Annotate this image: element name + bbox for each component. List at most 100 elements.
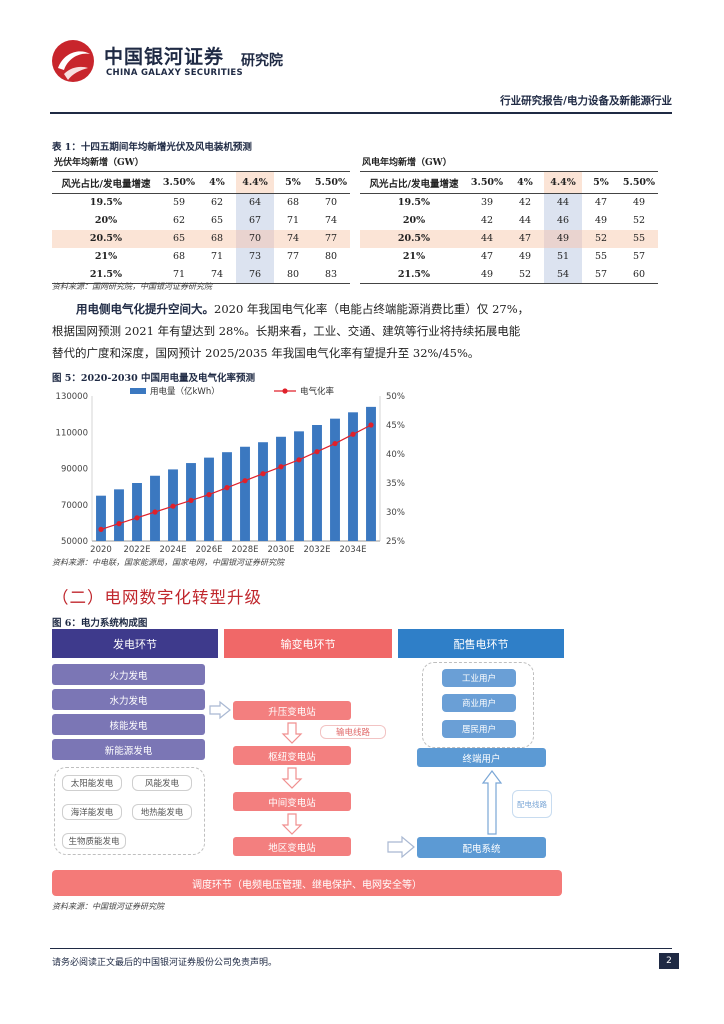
column-header: 3.50% [160, 171, 198, 194]
arrow-down-icon [281, 813, 303, 835]
table-cell: 65 [160, 229, 198, 248]
x-tick-label: 2028E [231, 545, 258, 555]
distribution-header: 配售电环节 [398, 629, 564, 658]
table-row: 19.5% 59 62 64 68 70 [52, 193, 350, 212]
pv-forecast-table: 风光占比/发电量增速 3.50% 4% 4.4% 5% 5.50% 19.5% … [52, 171, 350, 284]
transmission-line-label: 输电线路 [320, 725, 386, 739]
legend-line-point [282, 388, 288, 394]
electricity-chart: 50000 70000 90000 110000 130000 25% 30% 35% 40% 4… [56, 386, 405, 555]
figure-source-note: 资料来源：中电联，国家能源局，国家电网，中国银河证券研究院 [52, 558, 284, 567]
table-cell: 68 [172, 251, 186, 262]
diagram-arrows [209, 700, 503, 859]
table-cell: 46 [544, 211, 582, 230]
paragraph-lead: 用电侧电气化提升空间大。 [76, 302, 214, 316]
x-tick-label: 2034E [339, 545, 366, 555]
y-right-tick-label: 30% [386, 508, 405, 518]
line-point [278, 464, 284, 470]
column-header: 5.50% [312, 171, 350, 194]
table-cell: 60 [620, 265, 658, 284]
geothermal-power-item: 地热能发电 [132, 804, 192, 820]
bar [366, 406, 376, 541]
x-tick-label: 2024E [159, 545, 186, 555]
bar [330, 418, 340, 541]
table-cell: 62 [210, 197, 224, 209]
table-cell: 83 [312, 265, 350, 284]
bar [132, 483, 142, 541]
y-right-tick-label: 50% [386, 392, 405, 402]
table-row: 19.5% 39 42 44 47 49 [360, 193, 658, 212]
table-cell: 76 [236, 265, 274, 284]
thermal-power-box: 火力发电 [52, 664, 205, 685]
table-cell: 49 [544, 229, 582, 248]
table-cell: 74 [274, 229, 312, 248]
table-cell: 52 [506, 265, 544, 284]
paragraph-line: 2020 年我国电气化率（电能占终端能源消费比重）仅 27%， [214, 302, 530, 316]
line-point [332, 440, 338, 447]
table-cell: 47 [506, 229, 544, 248]
line-point [206, 492, 212, 498]
table-cell: 47 [594, 197, 608, 209]
y-left-tick-label: 130000 [56, 392, 88, 402]
nuclear-power-box: 核能发电 [52, 714, 205, 735]
table-cell: 55 [594, 251, 608, 262]
bar [258, 442, 268, 541]
table-cell: 74 [324, 215, 338, 226]
table-cell: 39 [480, 197, 494, 209]
generation-header: 发电环节 [52, 629, 218, 658]
logo-text-en: CHINA GALAXY SECURITIES [106, 68, 243, 78]
dispatch-bar: 调度环节（电频电压管理、继电保护、电网安全等） [52, 870, 562, 896]
table-cell: 77 [312, 229, 350, 248]
table-cell: 65 [210, 215, 224, 226]
report-category: 行业研究报告/电力设备及新能源行业 [500, 95, 672, 107]
line-point [350, 431, 356, 437]
regional-substation: 地区变电站 [233, 837, 351, 856]
table-cell: 71 [160, 265, 198, 284]
table-cell: 44 [518, 215, 532, 226]
paragraph-line: 替代的广度和深度，国网预计 2025/2035 年我国电气化率有望提升至 32%… [52, 346, 480, 360]
y-right-tick-label: 25% [386, 537, 405, 547]
line-point [296, 457, 302, 463]
table-cell: 44 [544, 193, 582, 212]
section-title: （二）电网数字化转型升级 [52, 588, 262, 607]
table-corner-cell: 风光占比/发电量增速 [52, 171, 160, 194]
table-cell: 64 [236, 193, 274, 212]
commercial-user-box: 商业用户 [442, 694, 516, 712]
user-group [422, 662, 534, 748]
y-left-tick-label: 70000 [61, 501, 88, 511]
table-cell: 71 [210, 251, 224, 262]
figure-source-note: 资料来源：中国银河证券研究院 [52, 902, 164, 911]
line-point [98, 526, 104, 532]
table-corner-cell: 风光占比/发电量增速 [360, 171, 468, 194]
table-cell: 80 [324, 251, 338, 262]
table-cell: 62 [172, 215, 186, 226]
y-left-tick-label: 90000 [61, 465, 88, 475]
column-header: 4% [198, 171, 236, 194]
x-tick-label: 2026E [195, 545, 222, 555]
new-energy-group [54, 767, 205, 855]
line-point [134, 515, 140, 521]
table-caption: 表 1：十四五期间年均新增光伏及风电装机预测 [52, 142, 252, 153]
line-point [368, 422, 374, 428]
wind-forecast-table: 风光占比/发电量增速 3.50% 4% 4.4% 5% 5.50% 19.5% … [360, 171, 658, 284]
row-header: 21.5% [52, 265, 160, 284]
x-tick-label: 2022E [123, 545, 150, 555]
bar [114, 489, 124, 541]
logo-text-cn: 中国银河证券 [104, 46, 225, 68]
y-left-tick-label: 50000 [61, 537, 88, 547]
column-header: 5.50% [620, 171, 658, 194]
column-header: 4.4% [544, 171, 582, 194]
table-cell: 77 [286, 251, 300, 262]
table-cell: 55 [620, 229, 658, 248]
table-row: 21.5% 49 52 54 57 60 [360, 265, 658, 284]
body-paragraph: 用电侧电气化提升空间大。2020 年我国电气化率（电能占终端能源消费比重）仅 2… [52, 298, 672, 364]
table-cell: 57 [582, 265, 620, 284]
table-row-highlighted: 20.5% 44 47 49 52 55 [360, 229, 658, 248]
table-cell: 68 [286, 197, 300, 209]
table-cell: 42 [480, 215, 494, 226]
wind-power-item: 风能发电 [132, 775, 192, 791]
table-row: 20% 42 44 46 49 52 [360, 211, 658, 230]
bar [348, 412, 358, 541]
distribution-system-box: 配电系统 [417, 837, 546, 858]
arrow-down-icon [281, 722, 303, 744]
line-point [224, 485, 230, 491]
